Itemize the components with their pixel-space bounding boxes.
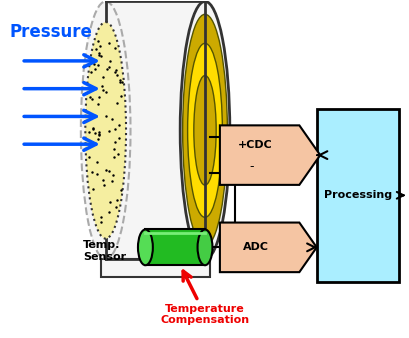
Text: -: - xyxy=(249,161,253,173)
Text: ADC: ADC xyxy=(242,242,268,252)
Polygon shape xyxy=(219,125,319,185)
Bar xyxy=(317,108,398,282)
Ellipse shape xyxy=(137,230,153,265)
Text: Temp.
Sensor: Temp. Sensor xyxy=(83,240,126,262)
Text: Pressure: Pressure xyxy=(9,23,92,41)
Text: Processing: Processing xyxy=(323,190,391,200)
Ellipse shape xyxy=(85,22,126,239)
Bar xyxy=(145,230,204,265)
Ellipse shape xyxy=(187,43,222,217)
Ellipse shape xyxy=(197,230,212,265)
Text: Temperature
Compensation: Temperature Compensation xyxy=(160,271,249,325)
Ellipse shape xyxy=(182,14,227,246)
Bar xyxy=(106,1,204,259)
Ellipse shape xyxy=(180,1,229,259)
Ellipse shape xyxy=(81,1,130,259)
Polygon shape xyxy=(219,222,316,272)
Text: +CDC: +CDC xyxy=(238,140,272,150)
Bar xyxy=(101,259,209,277)
Ellipse shape xyxy=(193,75,216,185)
